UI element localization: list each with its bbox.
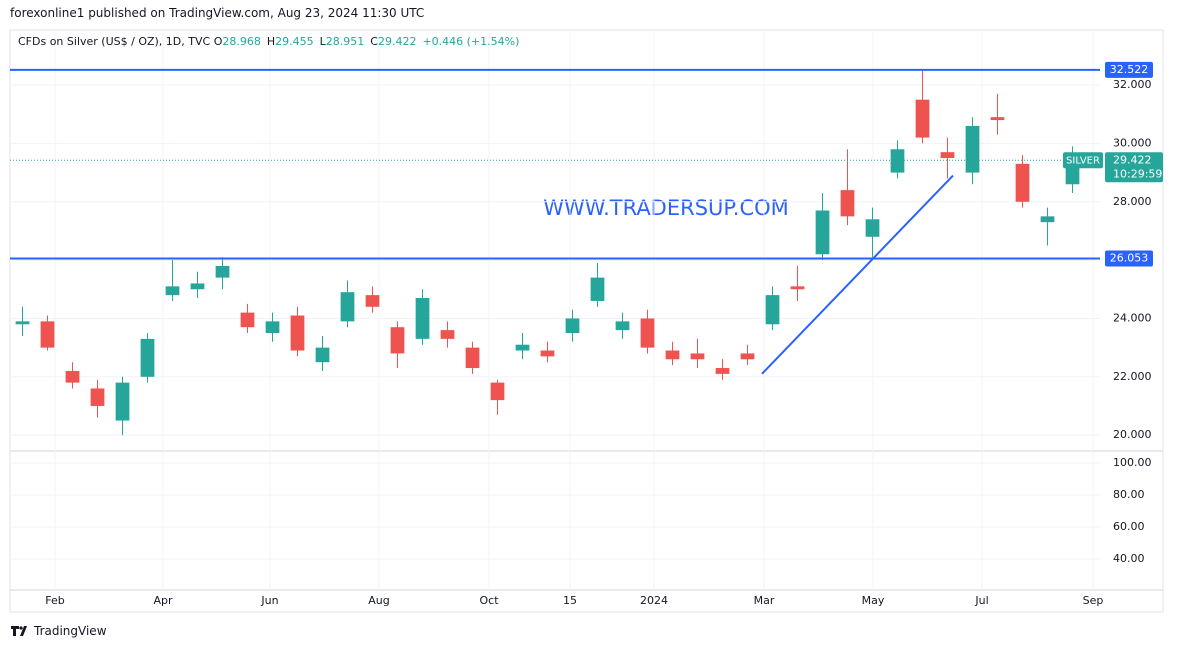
candle-body [540,350,555,357]
y-tick-label: 24.000 [1113,311,1152,324]
y-tick-label: 30.000 [1113,136,1152,149]
y-tick-label: 22.000 [1113,370,1152,383]
candle-body [390,327,405,354]
y-tick-label: 32.000 [1113,78,1152,91]
legend: CFDs on Silver (US$ / OZ), 1D, TVC O28.9… [18,35,525,48]
candle-body [765,295,780,325]
x-tick-label: Oct [479,594,499,607]
chart-frame [9,29,1164,613]
change: +0.446 (+1.54%) [422,35,520,48]
candle-body [940,152,955,159]
candle-body [740,353,755,360]
symbol-box [1063,152,1103,169]
ohlc-value: 29.455 [275,35,314,48]
ohlc: O28.968 H29.455 L28.951 C29.422 [214,35,423,48]
x-tick-label: Jun [260,594,278,607]
ohlc-key: O [213,35,223,48]
x-tick-label: 15 [563,594,577,607]
candle-body [190,283,205,290]
ohlc-value: 28.951 [325,35,365,48]
candle-body [365,295,380,307]
x-tick-label: Aug [368,594,389,607]
candle-body [915,99,930,138]
candle-body [515,344,530,351]
candle-body [640,318,655,348]
candle-body [90,388,105,406]
y-tick-label: 40.00 [1113,552,1145,565]
candle-body [165,286,180,296]
logo [11,626,27,636]
candle-body [490,382,505,401]
header: forexonline1 published on TradingView.co… [10,6,425,20]
x-tick-label: Apr [153,594,173,607]
candle-body [40,321,55,348]
candle-body [215,265,230,278]
footer: TradingView [10,624,107,638]
candle-body [290,315,305,351]
candle-body [890,149,905,173]
x-tick-label: Sep [1083,594,1104,607]
candle-body [340,292,355,322]
candle-body [990,117,1005,121]
candle-body [590,277,605,301]
candle-body [415,298,430,339]
ohlc-key: H [266,35,276,48]
y-tick-label: 28.000 [1113,195,1152,208]
y-tick-label: 80.00 [1113,488,1145,501]
candle-body [840,190,855,217]
countdown: 10:29:59 [1113,167,1162,180]
candle-body [140,338,155,377]
candle-body [1040,216,1055,223]
instrument: CFDs on Silver (US$ / OZ), 1D, TVC [18,35,211,48]
price-label: 32.522 [1110,63,1149,76]
last-price-label: 29.422 [1113,153,1152,166]
symbol-label: SILVER [1066,155,1100,166]
price-label: 26.053 [1110,252,1149,265]
candle-body [790,286,805,290]
y-tick-label: 20.000 [1113,428,1152,441]
last-price-box [1105,152,1163,183]
price-label-box [1105,250,1153,267]
candle-body [465,347,480,369]
candle-body [565,318,580,334]
candle-body [965,125,980,173]
candle-body [115,382,130,421]
candle-body [315,347,330,363]
footer-text: TradingView [34,624,107,638]
candle-body [865,219,880,237]
candle-body [815,210,830,255]
x-tick-label: Mar [754,594,775,607]
candle-body [665,350,680,360]
x-tick-label: 2024 [640,594,668,607]
ohlc-value: 29.422 [377,35,417,48]
candle-body [440,330,455,339]
candle-body [690,353,705,360]
trendline [761,174,954,375]
candle-body [615,321,630,331]
y-tick-label: 60.00 [1113,520,1145,533]
price-label-box [1105,61,1153,78]
x-tick-label: Jul [974,594,988,607]
candle-body [1015,163,1030,202]
candle-body [715,368,730,374]
candle-body [265,321,280,334]
ohlc-value: 28.968 [222,35,261,48]
candle-body [240,312,255,328]
candle-body [65,370,80,383]
y-tick-label: 100.00 [1113,456,1152,469]
ohlc-key: L [319,35,326,48]
x-tick-label: Feb [45,594,64,607]
x-tick-label: May [862,594,885,607]
ohlc-key: C [370,35,378,48]
watermark: WWW.TRADERSUP.COM [543,196,789,220]
candle-body [15,321,30,325]
